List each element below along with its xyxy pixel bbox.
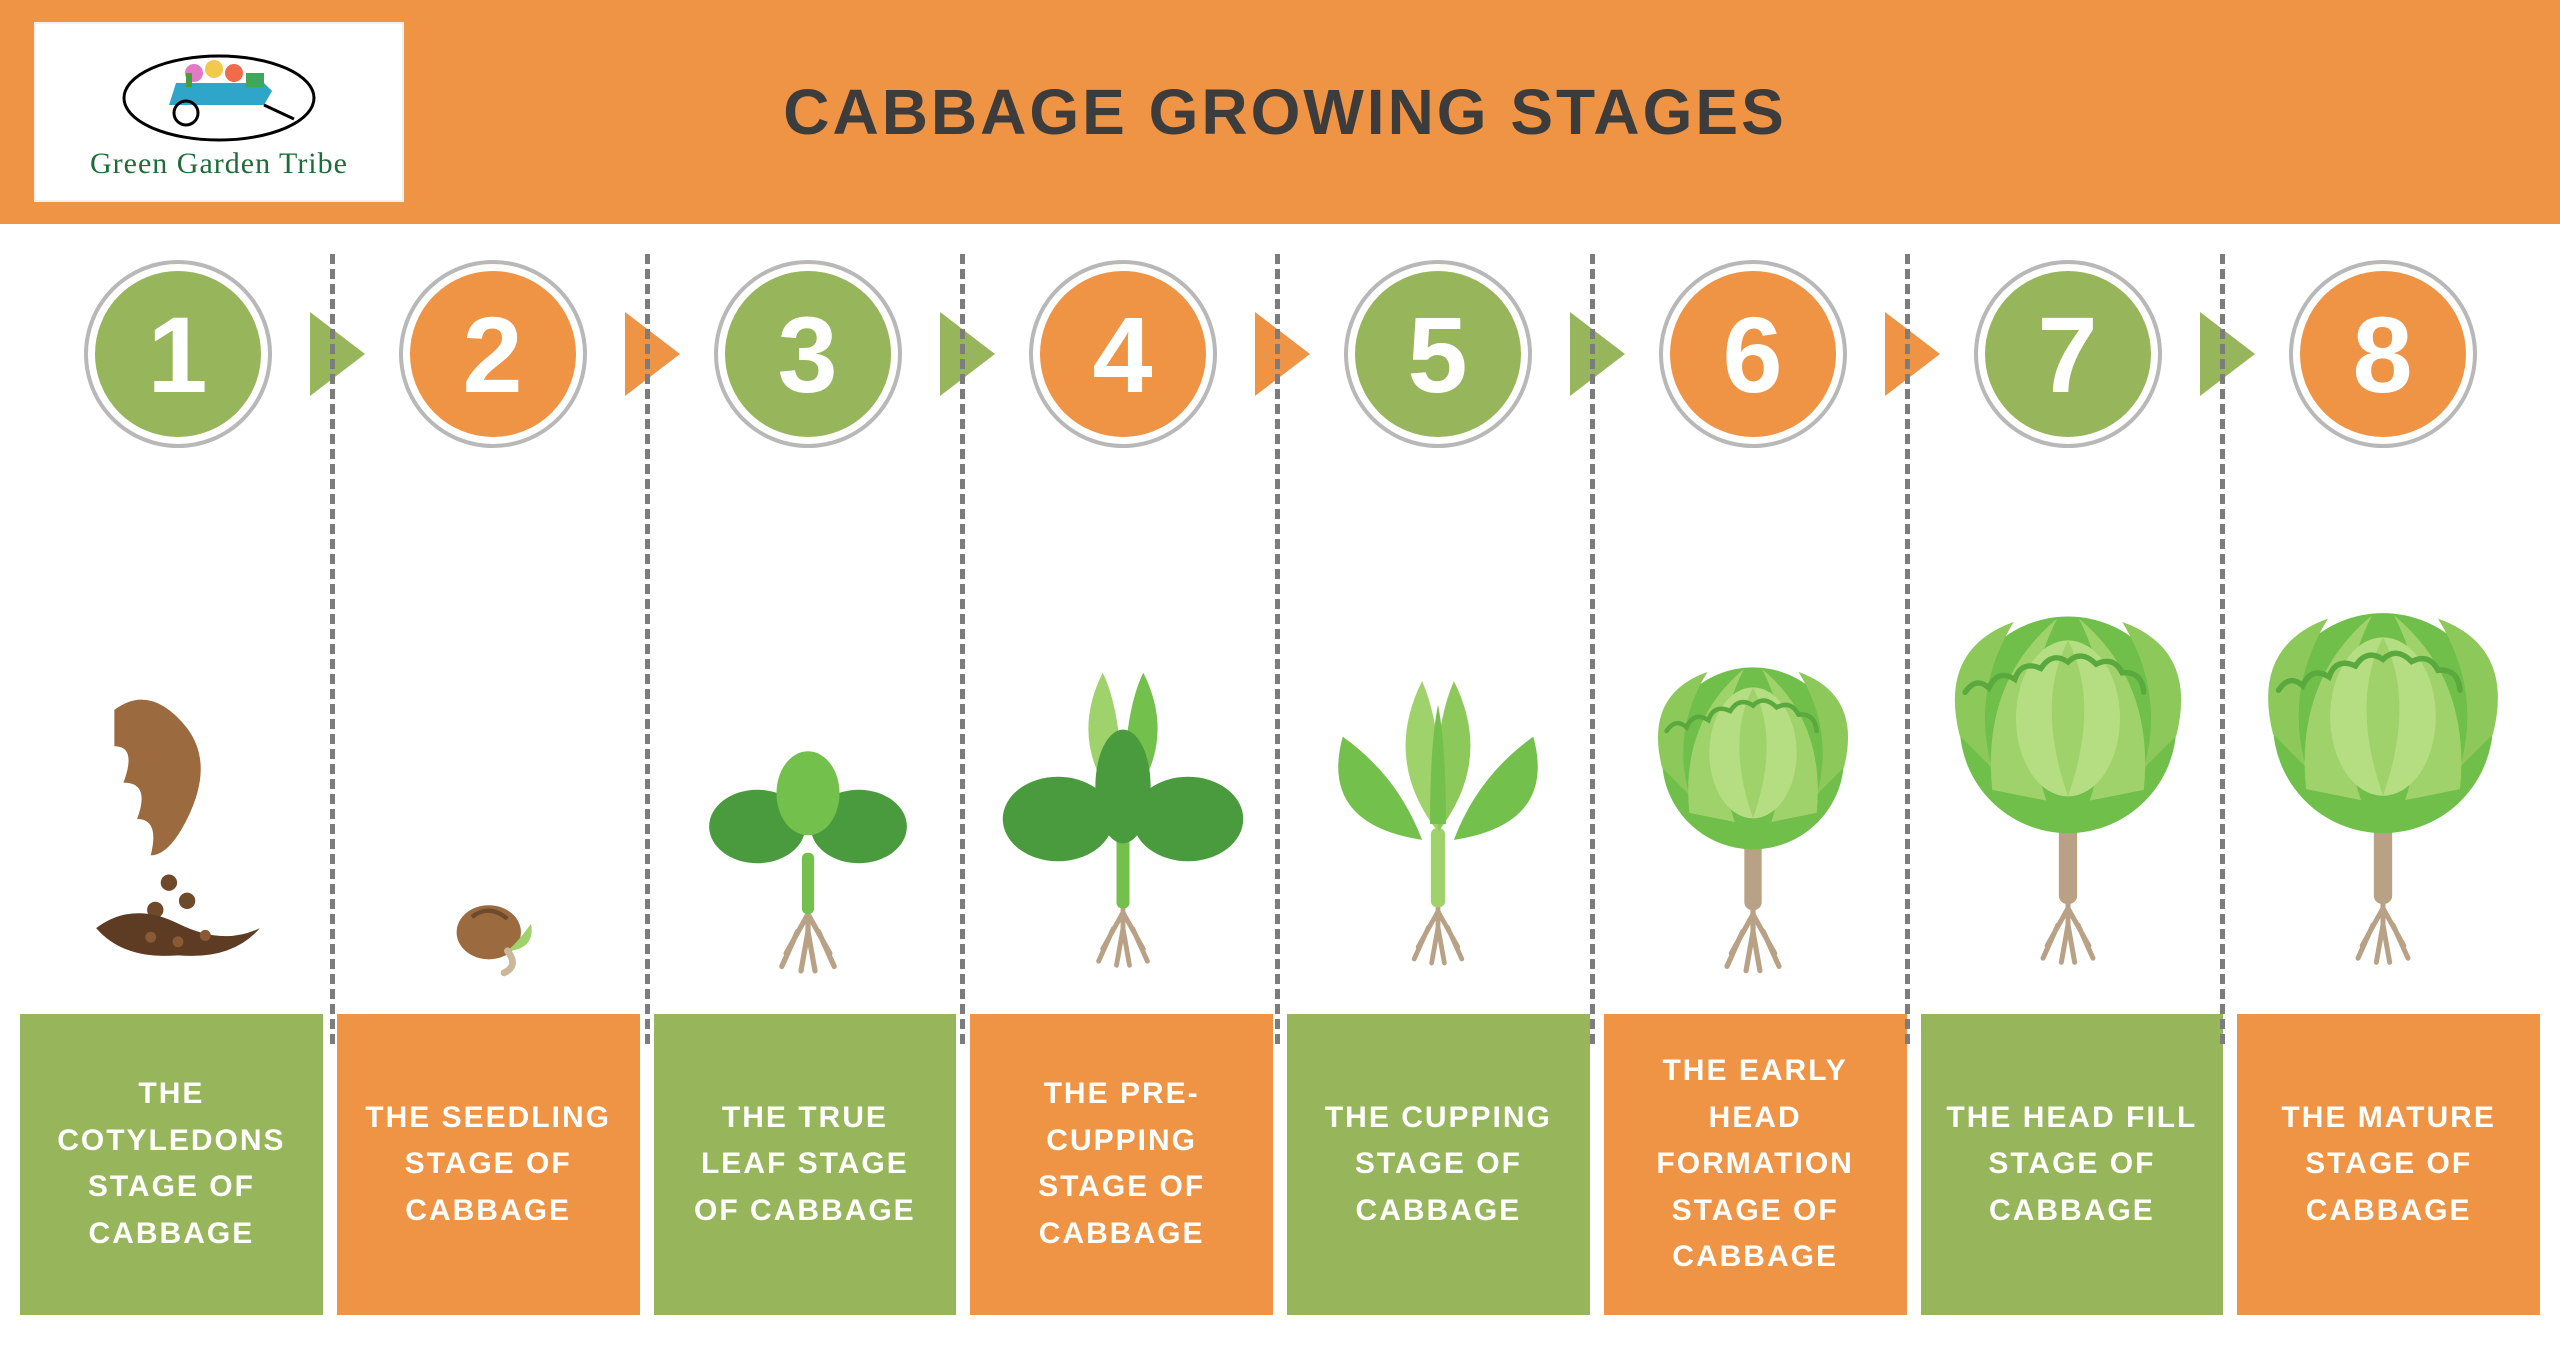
cupping-icon	[1303, 664, 1573, 984]
stage-number: 4	[1092, 292, 1152, 417]
stage-column: 6	[1595, 254, 1910, 1014]
stage-circle-wrap: 8	[2225, 254, 2540, 454]
stages-row: 1 2 3 4 5 6 7 8	[0, 224, 2560, 1014]
stage-number-circle: 1	[88, 264, 268, 444]
stage-column: 2	[335, 254, 650, 1014]
stage-circle-wrap: 2	[335, 254, 650, 454]
hand-seeds-icon	[78, 654, 278, 984]
stage-number: 1	[147, 292, 207, 417]
stage-label: THE CUPPING STAGE OF CABBAGE	[1287, 1014, 1590, 1315]
stage-number: 7	[2037, 292, 2097, 417]
stage-number-circle: 3	[718, 264, 898, 444]
stage-circle-wrap: 4	[965, 254, 1280, 454]
stage-circle-wrap: 6	[1595, 254, 1910, 454]
stage-number-circle: 2	[403, 264, 583, 444]
stage-number-circle: 5	[1348, 264, 1528, 444]
seed-sprout-icon	[438, 889, 548, 984]
stage-column: 4	[965, 254, 1280, 1014]
stage-number-circle: 6	[1663, 264, 1843, 444]
stage-number: 2	[462, 292, 522, 417]
stage-illustration	[650, 454, 965, 1014]
stage-number-circle: 4	[1033, 264, 1213, 444]
stage-circle-wrap: 1	[20, 254, 335, 454]
stage-illustration	[335, 454, 650, 1014]
stage-label: THE COTYLEDONS STAGE OF CABBAGE	[20, 1014, 323, 1315]
stage-number-circle: 7	[1978, 264, 2158, 444]
stage-column: 7	[1910, 254, 2225, 1014]
stage-column: 1	[20, 254, 335, 1014]
stage-circle-wrap: 3	[650, 254, 965, 454]
stage-label: THE SEEDLING STAGE OF CABBAGE	[337, 1014, 640, 1315]
stage-number: 5	[1407, 292, 1467, 417]
stage-column: 8	[2225, 254, 2540, 1014]
stage-number: 3	[777, 292, 837, 417]
stage-column: 3	[650, 254, 965, 1014]
stage-label: THE EARLY HEAD FORMATION STAGE OF CABBAG…	[1604, 1014, 1907, 1315]
stage-number-circle: 8	[2293, 264, 2473, 444]
stage-illustration	[965, 454, 1280, 1014]
head-fill-icon	[1918, 599, 2218, 984]
page-title: CABBAGE GROWING STAGES	[404, 75, 2536, 149]
stage-label: THE PRE-CUPPING STAGE OF CABBAGE	[970, 1014, 1273, 1315]
true-leaf-icon	[693, 739, 923, 984]
stage-label: THE HEAD FILL STAGE OF CABBAGE	[1921, 1014, 2224, 1315]
logo: Green Garden Tribe	[34, 22, 404, 202]
early-head-icon	[1623, 654, 1883, 984]
labels-row: THE COTYLEDONS STAGE OF CABBAGETHE SEEDL…	[0, 1014, 2560, 1341]
stage-illustration	[2225, 454, 2540, 1014]
stage-illustration	[1595, 454, 1910, 1014]
stage-label: THE TRUE LEAF STAGE OF CABBAGE	[654, 1014, 957, 1315]
stage-circle-wrap: 5	[1280, 254, 1595, 454]
header-bar: Green Garden Tribe CABBAGE GROWING STAGE…	[0, 0, 2560, 224]
stage-number: 6	[1722, 292, 1782, 417]
stage-column: 5	[1280, 254, 1595, 1014]
stage-label: THE MATURE STAGE OF CABBAGE	[2237, 1014, 2540, 1315]
wheelbarrow-icon	[114, 43, 324, 143]
stage-number: 8	[2352, 292, 2412, 417]
stage-circle-wrap: 7	[1910, 254, 2225, 454]
mature-icon	[2233, 599, 2533, 984]
stage-illustration	[20, 454, 335, 1014]
stage-illustration	[1280, 454, 1595, 1014]
stage-illustration	[1910, 454, 2225, 1014]
logo-text: Green Garden Tribe	[90, 147, 348, 181]
pre-cupping-icon	[993, 654, 1253, 984]
